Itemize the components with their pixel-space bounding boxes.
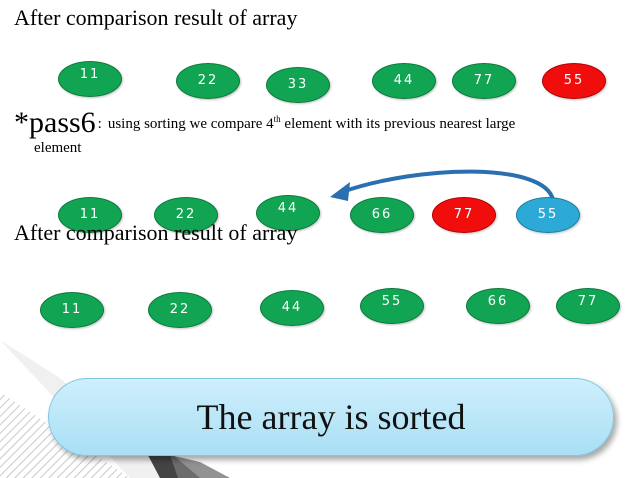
pass-text-sup: th [273,114,281,124]
array-node-row3-1: 11 [40,292,104,328]
array-node-row2-2: 22 [154,197,218,233]
pass-text-after: element with its previous nearest large [280,116,516,132]
pass-description: *pass6: using sorting we compare 4th ele… [14,107,515,139]
array-node-row3-5: 66 [466,288,530,324]
array-node-row1-3: 33 [266,67,330,103]
array-node-row1-6: 55 [542,63,606,99]
pass-text-before: using sorting we compare 4 [107,116,274,132]
heading-second-result: After comparison result of array [14,220,298,245]
array-node-row3-6: 77 [556,288,620,324]
array-node-row1-2: 22 [176,63,240,99]
array-node-row3-4: 55 [360,288,424,324]
pass-colon: : [97,116,102,132]
array-node-row1-5: 77 [452,63,516,99]
pass-text-line2: element [34,140,82,156]
array-node-row2-6: 55 [516,197,580,233]
array-node-row1-4: 44 [372,63,436,99]
array-node-row2-1: 11 [58,197,122,233]
array-node-row1-1: 11 [58,61,122,97]
array-node-row2-3: 44 [256,195,320,231]
array-node-row2-4: 66 [350,197,414,233]
result-banner-text: The array is sorted [196,397,466,437]
result-banner [48,378,614,456]
pass-text: using sorting we compare 4th element wit… [107,114,516,133]
array-node-row3-2: 22 [148,292,212,328]
array-node-row3-3: 44 [260,290,324,326]
heading-first-result: After comparison result of array [14,5,298,30]
array-node-row2-5: 77 [432,197,496,233]
pass-label: *pass6 [14,106,96,139]
